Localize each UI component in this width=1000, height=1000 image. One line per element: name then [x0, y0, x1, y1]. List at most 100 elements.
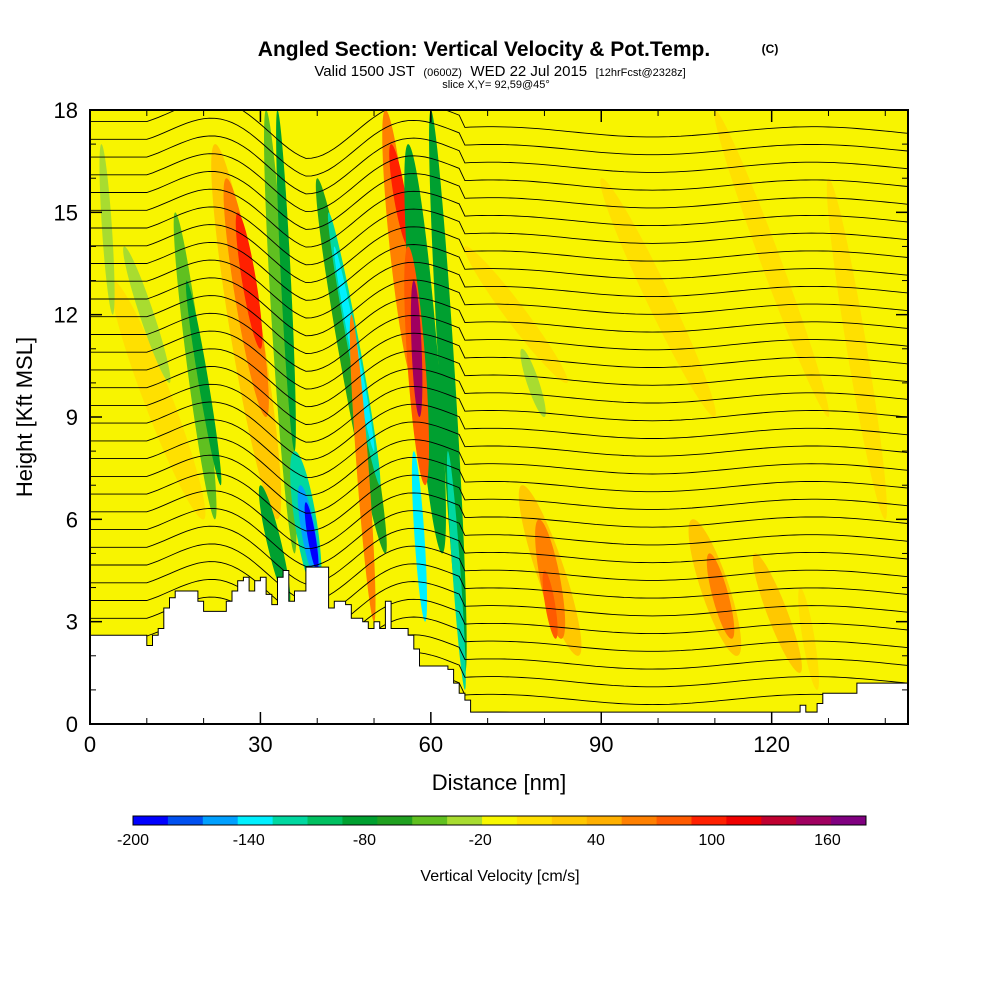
theta-contour	[90, 419, 908, 479]
title-units: (C)	[762, 42, 779, 56]
x-axis-label: Distance [nm]	[432, 770, 567, 795]
theta-contour	[90, 366, 908, 425]
velocity-band	[535, 519, 566, 639]
x-tick-label: 120	[753, 732, 790, 757]
theta-contour	[90, 596, 908, 656]
velocity-band	[404, 144, 446, 554]
velocity-band	[110, 280, 206, 520]
theta-contour	[90, 259, 908, 319]
velocity-band	[173, 212, 217, 520]
subtitle-valid: Valid 1500 JST	[314, 63, 415, 80]
theta-contour	[90, 295, 908, 354]
colorbar-swatch	[656, 816, 692, 825]
theta-contour	[90, 507, 908, 567]
colorbar-tick-label: -20	[469, 832, 492, 849]
plot-area	[90, 110, 908, 724]
velocity-band	[542, 570, 558, 639]
velocity-band	[464, 246, 568, 384]
colorbar-swatch	[133, 816, 169, 825]
x-tick-label: 90	[589, 732, 613, 757]
theta-contour	[90, 117, 908, 177]
y-tick-label: 12	[54, 303, 78, 328]
colorbar-swatch	[796, 816, 832, 825]
colorbar-label: Vertical Velocity [cm/s]	[420, 868, 579, 885]
colorbar-tick-label: 160	[814, 832, 841, 849]
velocity-band	[304, 502, 319, 571]
theta-contour	[90, 437, 908, 496]
velocity-band	[826, 178, 887, 520]
colorbar-swatch	[516, 816, 553, 825]
x-tick-label: 30	[248, 732, 272, 757]
y-tick-label: 0	[66, 712, 78, 737]
x-tick-label: 0	[84, 732, 96, 757]
y-tick-label: 9	[66, 405, 78, 430]
velocity-band	[99, 144, 115, 315]
colorbar-swatch	[377, 816, 413, 825]
velocity-band	[389, 144, 410, 247]
colorbar-swatch	[761, 816, 797, 825]
colorbar-swatch	[167, 816, 204, 825]
theta-contour	[90, 383, 908, 443]
theta-contour	[90, 277, 908, 337]
velocity-band	[798, 587, 819, 690]
theta-contour	[90, 525, 908, 585]
colorbar-swatch	[237, 816, 274, 825]
y-axis: 0 3 6 9 12 15 18	[54, 98, 908, 737]
colorbar-swatch	[307, 816, 343, 825]
theta-contour	[90, 490, 908, 550]
colorbar-swatch	[586, 816, 623, 825]
x-tick-label: 60	[419, 732, 443, 757]
subtitle-forecast: [12hrFcst@2328z]	[596, 67, 686, 79]
theta-contour	[90, 135, 908, 195]
colorbar-swatch	[412, 816, 448, 825]
colorbar-swatch	[482, 816, 518, 825]
colorbar-swatch	[621, 816, 658, 825]
velocity-band	[752, 553, 802, 673]
theta-contour	[90, 224, 908, 284]
x-axis: 0 30 60 90 120	[84, 110, 886, 757]
colorbar: -200 -140 -80 -20 40 100 160	[117, 815, 867, 849]
theta-contour	[90, 170, 908, 230]
theta-contour	[90, 472, 908, 532]
colorbar-swatch	[691, 816, 727, 825]
subtitle-utc: (0600Z)	[423, 67, 462, 79]
colorbar-swatch	[202, 816, 239, 825]
velocity-shading	[99, 110, 887, 690]
colorbar-tick-label: 100	[698, 832, 725, 849]
theta-contour	[90, 241, 908, 301]
theta-contour	[90, 312, 908, 372]
velocity-band	[706, 553, 735, 639]
y-tick-label: 18	[54, 98, 78, 123]
theta-contour	[90, 578, 908, 638]
velocity-band	[185, 280, 222, 486]
colorbar-swatch	[551, 816, 588, 825]
velocity-band	[349, 314, 376, 622]
y-axis-label: Height [Kft MSL]	[12, 337, 37, 497]
colorbar-tick-label: -200	[117, 832, 149, 849]
theta-contour	[90, 401, 908, 461]
velocity-band	[264, 110, 297, 554]
colorbar-tick-label: 40	[587, 832, 605, 849]
theta-contour	[90, 188, 908, 248]
colorbar-swatch	[447, 816, 483, 825]
velocity-band	[411, 451, 428, 622]
theta-contour	[90, 330, 908, 390]
velocity-band	[235, 212, 263, 349]
theta-contour	[90, 206, 908, 266]
velocity-band	[123, 246, 171, 383]
theta-contour	[90, 110, 908, 159]
subtitle-date: WED 22 Jul 2015	[470, 63, 587, 80]
colorbar-swatch	[831, 816, 867, 825]
colorbar-frame	[132, 815, 867, 826]
colorbar-tick-label: -80	[353, 832, 376, 849]
velocity-band	[714, 110, 830, 418]
velocity-band	[600, 178, 716, 418]
y-tick-label: 15	[54, 200, 78, 225]
y-tick-label: 6	[66, 507, 78, 532]
chart-subtitle: Valid 1500 JST (0600Z) WED 22 Jul 2015 […	[314, 63, 685, 80]
colorbar-swatch	[272, 816, 309, 825]
colorbar-tick-label: -140	[233, 832, 265, 849]
terrain-mask	[90, 566, 908, 724]
theta-contour	[90, 153, 908, 213]
